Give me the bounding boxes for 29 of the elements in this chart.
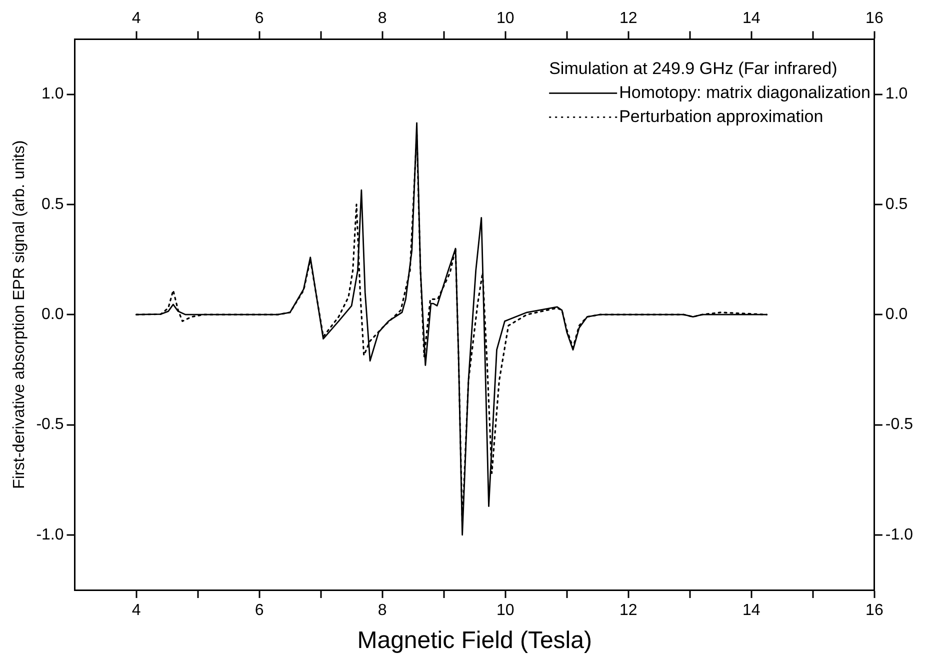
x-tick-label: 6 (254, 602, 264, 620)
y2-tick-label: 0.0 (885, 306, 908, 324)
y-tick-label: 1.0 (42, 86, 64, 103)
x2-tick-label: 4 (132, 10, 141, 28)
x2-tick-label: 8 (378, 10, 387, 28)
x-tick-label: 10 (496, 602, 514, 620)
y2-tick-label: -0.5 (885, 416, 914, 434)
x2-tick-label: 16 (866, 10, 884, 28)
x-tick-label: 4 (132, 602, 141, 620)
x-tick-label: 12 (619, 602, 638, 620)
x2-tick-label: 10 (496, 10, 514, 28)
legend-title: Simulation at 249.9 GHz (Far infrared) (549, 58, 838, 78)
y-tick-label: 0.0 (42, 306, 64, 324)
y-axis-title: First-derivative absorption EPR signal (arb. units) (11, 140, 28, 489)
legend-label: Homotopy: matrix diagonalization (619, 82, 870, 102)
legend-label: Perturbation approximation (619, 106, 824, 126)
y2-tick-label: 0.5 (885, 196, 908, 213)
x2-tick-label: 6 (254, 10, 264, 28)
x2-tick-label: 14 (742, 10, 760, 28)
x-tick-label: 16 (866, 602, 884, 620)
x-axis-title: Magnetic Field (Tesla) (357, 627, 592, 654)
x-tick-label: 8 (378, 602, 387, 620)
y-tick-label: -0.5 (36, 416, 64, 434)
x-tick-label: 14 (742, 602, 760, 620)
y2-tick-label: 1.0 (885, 86, 908, 103)
y-tick-label: 0.5 (42, 196, 64, 213)
x2-tick-label: 12 (619, 10, 638, 28)
y-tick-label: -1.0 (36, 526, 64, 544)
y2-tick-label: -1.0 (885, 526, 914, 544)
